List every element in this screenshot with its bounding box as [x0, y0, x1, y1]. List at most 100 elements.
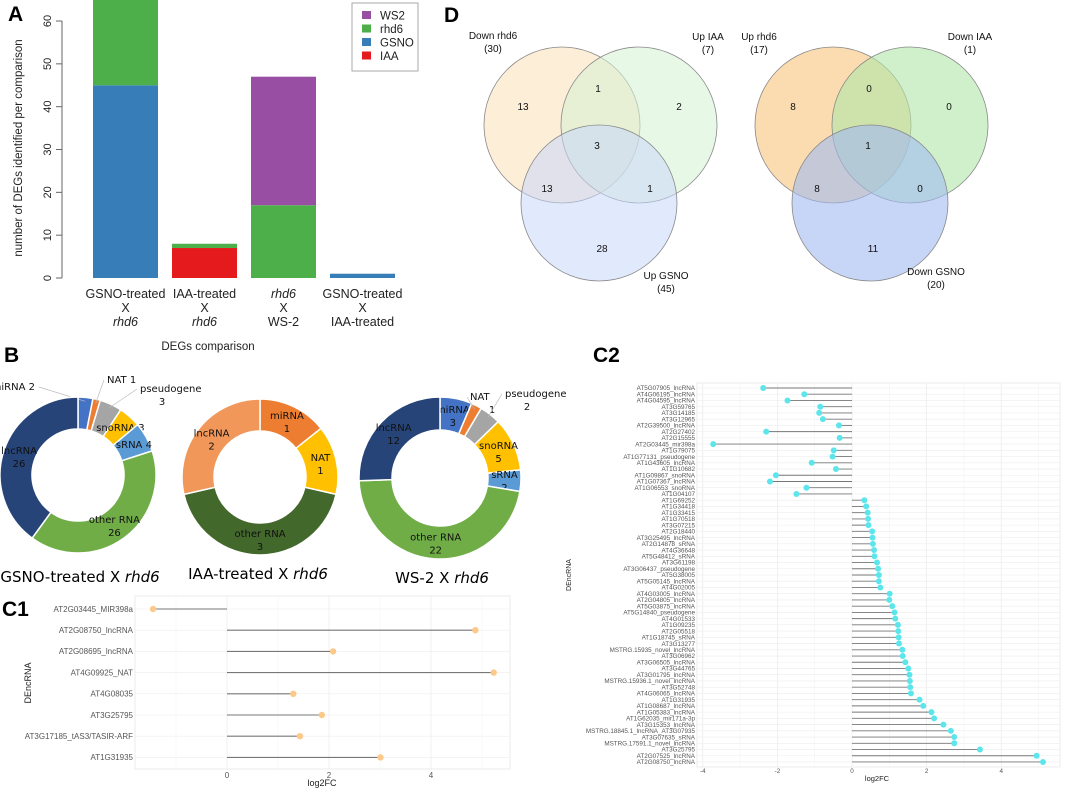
lollipop-point	[931, 715, 938, 722]
bar-segment-rhd6	[172, 243, 237, 249]
donut-title: IAA-treated X rhd6	[188, 565, 328, 583]
donut-label: other RNA	[89, 515, 140, 526]
lollipop-point	[891, 609, 898, 616]
row-label: AT1G10682	[662, 466, 696, 473]
row-label: AT1G09867_snoRNA	[635, 472, 696, 479]
lollipop-point	[871, 547, 878, 554]
legend-swatch	[362, 11, 371, 19]
lollipop-point	[928, 709, 935, 716]
donut-value: 3	[450, 418, 456, 429]
lollipop-point	[829, 453, 836, 460]
x-tick-label: 4	[999, 768, 1003, 775]
lollipop-point	[861, 497, 868, 504]
row-label: AT4G06065_lncRNA	[637, 691, 696, 698]
venn-region-count: 0	[946, 102, 952, 113]
lollipop-point	[875, 565, 882, 572]
bar-category-label: rhd6	[271, 287, 296, 301]
venn-region-count: 2	[676, 102, 682, 113]
donut-value: 26	[108, 528, 121, 539]
c2-y-axis-label: DEncRNA	[566, 559, 573, 591]
donut-value: 1	[284, 424, 290, 435]
lollipop-point	[916, 696, 923, 703]
row-label: AT1G31935	[662, 697, 696, 704]
x-tick-label: 0	[850, 768, 854, 775]
bar-category-label: WS-2	[268, 315, 299, 329]
donut-value: 3	[257, 542, 263, 553]
lollipop-point	[947, 727, 954, 734]
bar-category-label: GSNO-treated	[86, 287, 166, 301]
venn-region-count: 28	[596, 244, 608, 255]
row-label: AT4G09925_NAT	[71, 668, 134, 677]
row-label: AT1G62035_mir171a-3p	[626, 716, 695, 723]
lollipop-point	[895, 634, 902, 641]
donut-label: miRNA	[270, 411, 304, 422]
lollipop-point	[377, 754, 384, 761]
row-label: AT3G06437_pseudogene	[623, 566, 695, 573]
venn-set-total: (20)	[927, 280, 945, 291]
venn-set-total: (1)	[964, 45, 976, 56]
donut-label: other RNA	[410, 532, 461, 543]
donut-title-text: WS-2 X	[395, 569, 454, 587]
lollipop-point	[801, 391, 808, 398]
row-label: AT1G04107	[662, 491, 696, 498]
row-label: AT3G17185_tAS3/TASIR-ARF	[25, 732, 133, 741]
row-label: AT4G02005	[662, 585, 696, 592]
row-label: AT1G09235	[662, 622, 696, 629]
row-label: AT2G27402	[662, 429, 696, 436]
bar-category-label: IAA-treated	[173, 287, 236, 301]
lollipop-point	[869, 534, 876, 541]
row-label: AT2G15555	[662, 435, 696, 442]
row-label: AT1G07367_lncRNA	[637, 479, 696, 486]
venn-set-total: (30)	[484, 44, 502, 55]
donut-value: 12	[387, 436, 400, 447]
lollipop-point	[329, 648, 337, 655]
bar-category-label: X	[358, 301, 367, 315]
lollipop-point	[869, 528, 876, 535]
row-label: AT1G77131_pseudogene	[623, 454, 695, 461]
plot-panel	[134, 595, 511, 770]
bar-x-axis-label: DEGs comparison	[161, 341, 254, 353]
donut-slice-lncrna	[0, 396, 79, 540]
lollipop-point	[871, 553, 878, 560]
bar-y-tick-label: 30	[42, 143, 54, 155]
donut-label: lncRNA	[1, 446, 37, 457]
x-tick-label: 2	[925, 768, 929, 775]
row-label: MSTRG.15936.1_novel_lncRNA	[604, 678, 695, 685]
legend-label: GSNO	[380, 38, 414, 50]
venn-region-count: 1	[595, 84, 601, 95]
bar-segment-ws2	[251, 76, 316, 206]
bar-category-label: X	[279, 301, 288, 315]
bar-category-label: IAA-treated	[331, 315, 394, 329]
bar-category-label: rhd6	[192, 315, 217, 329]
row-label: AT2G07525_lncRNA	[637, 753, 696, 760]
row-label: AT1G33415	[662, 510, 696, 517]
lollipop-point	[905, 665, 912, 672]
donut-label: other RNA	[234, 529, 285, 540]
venn-set-total: (7)	[702, 45, 714, 56]
donut-value: 3	[159, 397, 165, 408]
venn-diagrams: Down rhd6 (30) Up IAA (7) Up GSNO (45) 13 1 2 3 13…	[469, 31, 993, 295]
panel-label-d: D	[444, 4, 459, 27]
lollipop-point	[865, 515, 872, 522]
row-label: AT3G12965	[662, 416, 696, 423]
row-label: AT3G06962	[662, 653, 696, 660]
row-label: AT2G18440	[662, 529, 696, 536]
lollipop-point	[940, 721, 947, 728]
venn-region-count: 13	[517, 102, 529, 113]
lollipop-point	[895, 628, 902, 635]
venn-set-circle	[520, 124, 678, 282]
venn-set-circle	[791, 124, 949, 282]
lollipop-point	[817, 403, 824, 410]
c2-x-axis-label: log2FC	[865, 774, 890, 783]
lollipop-point	[803, 484, 810, 491]
row-label: AT4G36648	[662, 547, 696, 554]
lollipop-point	[490, 669, 497, 676]
row-label: AT3G25495_lncRNA	[637, 535, 696, 542]
donut-label: miRNA 2	[0, 382, 35, 393]
lollipop-point	[1033, 752, 1040, 759]
x-tick-label: 2	[327, 771, 332, 780]
venn-set-name: Down IAA	[948, 32, 993, 43]
lollipop-point	[894, 621, 901, 628]
row-label: AT4G03005_lncRNA	[637, 591, 696, 598]
panel-label-c1: C1	[2, 598, 29, 621]
